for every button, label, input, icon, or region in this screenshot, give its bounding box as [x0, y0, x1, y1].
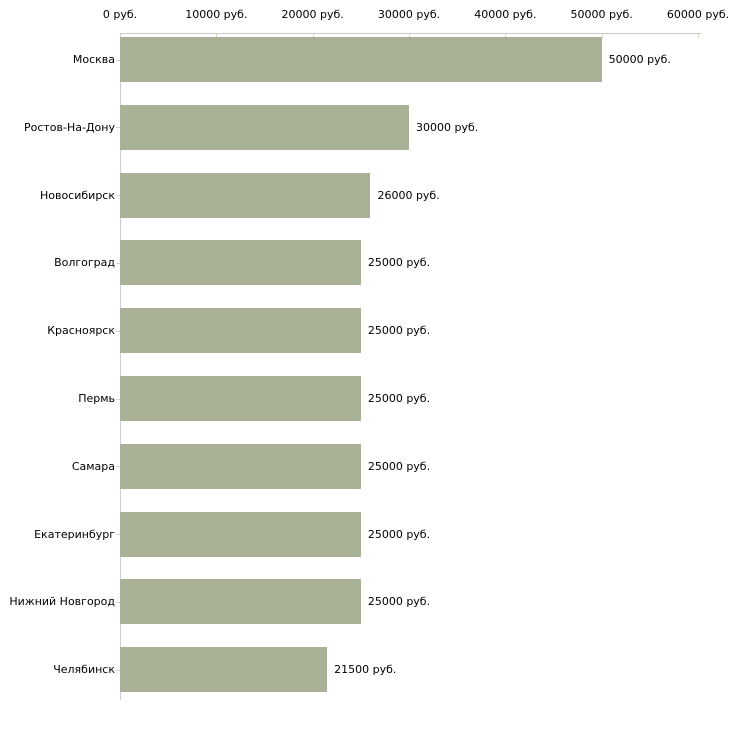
x-tick-label: 40000 руб.: [474, 8, 537, 21]
category-label: Челябинск: [53, 663, 115, 677]
y-axis-line: [120, 33, 121, 700]
y-tick-mark: [116, 262, 120, 264]
bar: [120, 647, 328, 693]
bar-row: Екатеринбург 25000 руб.: [0, 511, 730, 557]
x-tick-mark: [312, 34, 314, 38]
bar-row: Красноярск 25000 руб.: [0, 308, 730, 354]
bar: [120, 308, 361, 354]
bar: [120, 240, 361, 286]
y-tick-mark: [116, 534, 120, 536]
y-tick-mark: [116, 669, 120, 671]
category-label: Волгоград: [54, 256, 115, 270]
x-tick-mark: [216, 34, 218, 38]
x-tick-label: 30000 руб.: [377, 8, 441, 21]
bar-row: Волгоград 25000 руб.: [0, 240, 730, 286]
x-tick-mark: [409, 34, 410, 38]
x-tick-mark: [505, 34, 507, 38]
value-label: 21500 руб.: [334, 663, 397, 677]
value-label: 25000 руб.: [367, 324, 431, 338]
category-label: Нижний Новгород: [9, 595, 115, 609]
value-label: 30000 руб.: [416, 120, 479, 134]
x-axis-line: [120, 33, 701, 34]
x-tick-label: 20000 руб.: [281, 8, 344, 21]
value-label: 25000 руб.: [367, 527, 431, 541]
category-label: Ростов-На-Дону: [23, 120, 115, 134]
category-label: Красноярск: [47, 324, 115, 338]
category-label: Самара: [71, 459, 115, 473]
x-tick-label: 60000 руб.: [666, 8, 730, 21]
x-tick-label: 10000 руб.: [185, 8, 248, 21]
bar: [120, 511, 361, 557]
value-label: 26000 руб.: [377, 188, 440, 202]
y-tick-mark: [116, 59, 120, 61]
x-tick-label: 50000 руб.: [570, 8, 633, 21]
value-label: 25000 руб.: [367, 392, 431, 405]
y-tick-mark: [116, 466, 120, 468]
bar-row: Москва 50000 руб.: [0, 37, 730, 82]
bar: [120, 37, 602, 82]
x-tick-mark: [601, 34, 603, 38]
x-tick-label: 0 руб.: [102, 8, 138, 21]
bar-row: Нижний Новгород 25000 руб.: [0, 579, 730, 625]
bar-row: Ростов-На-Дону 30000 руб.: [0, 104, 730, 150]
bar: [120, 104, 409, 150]
x-tick-mark: [698, 34, 699, 38]
value-label: 50000 руб.: [608, 53, 671, 66]
value-label: 25000 руб.: [367, 459, 431, 473]
y-tick-mark: [116, 127, 120, 129]
y-tick-mark: [116, 330, 120, 332]
bar-row: Новосибирск 26000 руб.: [0, 172, 730, 218]
value-label: 25000 руб.: [367, 256, 431, 270]
category-label: Екатеринбург: [34, 527, 115, 541]
y-tick-mark: [116, 398, 120, 400]
value-label: 25000 руб.: [367, 595, 431, 609]
bar-row: Пермь 25000 руб.: [0, 376, 730, 421]
y-tick-mark: [116, 601, 120, 603]
bar: [120, 579, 361, 625]
bar: [120, 172, 371, 218]
y-tick-mark: [116, 195, 120, 197]
category-label: Новосибирск: [39, 188, 115, 202]
category-label: Пермь: [78, 392, 115, 405]
category-label: Москва: [72, 53, 115, 66]
bar-row: Самара 25000 руб.: [0, 443, 730, 489]
bar: [120, 443, 361, 489]
bar-row: Челябинск 21500 руб.: [0, 647, 730, 693]
bar: [120, 376, 361, 421]
